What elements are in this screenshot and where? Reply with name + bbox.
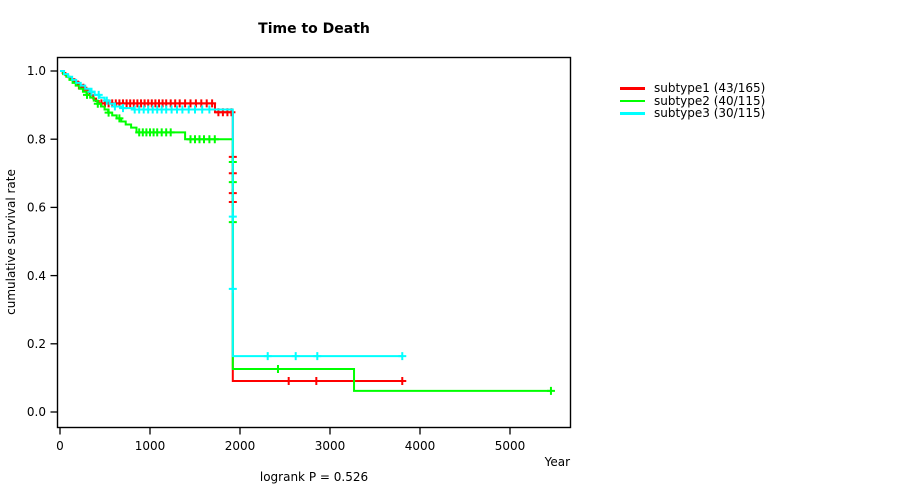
y-tick-label: 1.0 [27,64,46,78]
censor-marks-subtype3 [87,87,407,361]
legend-line-subtype3 [620,112,645,115]
legend-label-subtype2: subtype2 (40/115) [654,93,766,108]
logrank-pvalue-text: logrank P = 0.526 [259,470,369,484]
censor-marks-subtype2 [83,90,555,395]
plot-frame [56,56,572,429]
censor-marks-subtype1 [74,81,407,385]
x-tick-label: 5000 [495,439,526,453]
legend-line-subtype2 [620,99,645,103]
legend-label-subtype3: subtype3 (30/115) [654,106,766,121]
legend: subtype1 (43/165) subtype2 (40/115) subt… [620,81,766,121]
y-axis-label: cumulative survival rate [4,169,18,315]
x-tick-label: 1000 [135,439,166,453]
legend-label-subtype1: subtype1 (43/165) [654,81,766,96]
legend-item-subtype1: subtype1 (43/165) [620,81,766,96]
x-tick-label: 0 [56,439,64,453]
chart-title: Time to Death [258,21,370,37]
y-tick-label: 0.2 [27,337,46,351]
x-axis-label: Year [544,455,570,469]
legend-line-subtype1 [620,87,645,90]
y-tick-label: 0.8 [27,132,46,146]
y-tick-label: 0.4 [27,269,46,283]
x-tick-label: 4000 [405,439,436,453]
survival-curve-subtype1 [60,70,403,382]
y-tick-label: 0.0 [27,405,46,419]
survival-curve-subtype2 [60,70,551,392]
x-tick-label: 2000 [225,439,256,453]
y-tick-label: 0.6 [27,201,46,215]
x-tick-label: 3000 [315,439,346,453]
legend-item-subtype2: subtype2 (40/115) [620,93,766,108]
legend-item-subtype3: subtype3 (30/115) [620,106,766,121]
